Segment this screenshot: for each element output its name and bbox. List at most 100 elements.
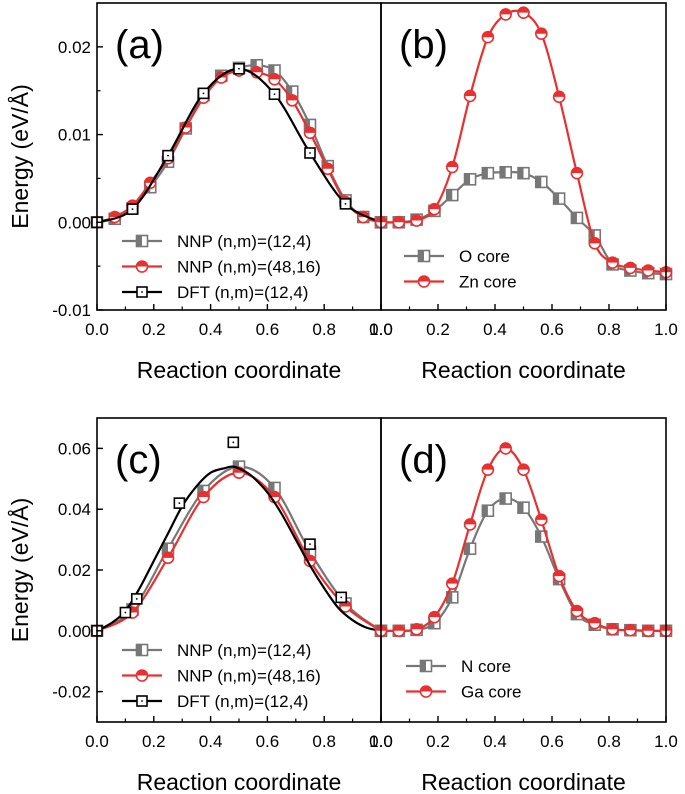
legend-marker-dot: [141, 291, 143, 293]
data-point-dot: [124, 611, 127, 614]
data-point-fill: [571, 167, 583, 174]
data-point-fill: [518, 7, 529, 13]
x-tick-label: 0.4: [199, 732, 223, 751]
series-line: [96, 465, 382, 632]
legend-marker-fill: [136, 670, 148, 676]
series-d-0: [374, 492, 673, 638]
legend-entry: N core: [461, 657, 511, 676]
data-point-fill: [446, 591, 453, 603]
data-point-fill: [411, 215, 423, 221]
data-point-fill: [500, 442, 512, 449]
data-point-fill: [322, 163, 334, 169]
data-point-fill: [428, 611, 440, 618]
legend: O core Zn core: [404, 247, 517, 292]
legend-marker-dot: [141, 700, 143, 702]
data-point-dot: [273, 93, 276, 96]
data-point-dot: [309, 543, 311, 546]
x-tick-label: 0.4: [199, 320, 223, 339]
data-point-dot: [238, 67, 240, 70]
data-point-fill: [393, 625, 405, 631]
data-point-fill: [518, 167, 524, 179]
data-point-fill: [642, 265, 654, 271]
data-point-fill: [482, 31, 494, 38]
legend-marker-fill: [136, 235, 142, 247]
data-point-fill: [393, 216, 405, 223]
data-point-dot: [344, 202, 347, 205]
legend-entry: DFT (n,m)=(12,4): [177, 283, 308, 302]
data-point-fill: [269, 73, 280, 80]
x-tick-label: 0.8: [597, 320, 621, 339]
series-line: [380, 497, 667, 632]
data-point-fill: [518, 502, 524, 514]
x-tick-label: 0.0: [85, 732, 109, 751]
data-point-fill: [553, 193, 560, 205]
series-line: [96, 67, 382, 224]
x-tick-label: 0.0: [85, 320, 109, 339]
series-c-2: [91, 436, 387, 637]
legend-entry: O core: [459, 247, 510, 266]
legend: N core Ga core: [406, 657, 521, 702]
x-tick-label: 1.0: [369, 732, 393, 751]
y-tick-label: 0.02: [58, 38, 91, 57]
data-point-fill: [624, 262, 636, 268]
data-point-fill: [304, 127, 316, 133]
data-point-dot: [167, 154, 169, 157]
data-point-fill: [642, 625, 654, 631]
panel-a: 0.0 0.2 0.4 0.6 0.8 1.0 -0.01 0.00 0.01 0.02 React…: [6, 2, 393, 383]
legend-marker-fill: [420, 686, 432, 692]
data-point-fill: [535, 176, 542, 188]
panel-b: 0.0 0.2 0.4 0.6 0.8 1.0 Reaction coordinate (b)…: [369, 2, 678, 383]
x-tick-label: 0.6: [256, 732, 280, 751]
data-point-fill: [589, 617, 601, 624]
x-tick-label: 1.0: [369, 320, 393, 339]
legend-entry: NNP (n,m)=(12,4): [177, 232, 311, 251]
x-axis-title: Reaction coordinate: [137, 769, 342, 794]
data-point-fill: [464, 90, 476, 96]
data-point-fill: [109, 211, 121, 218]
data-point-dot: [202, 92, 205, 95]
x-axis-title: Reaction coordinate: [137, 357, 342, 383]
data-point-fill: [607, 257, 619, 263]
data-point-fill: [464, 543, 471, 555]
y-axis-title: Energy (eV/Å): [6, 84, 33, 228]
x-tick-label: 0.0: [369, 320, 393, 339]
data-point-fill: [162, 543, 168, 555]
legend: NNP (n,m)=(12,4) NNP (n,m)=(48,16) DFT (n,…: [122, 232, 321, 302]
data-point-fill: [198, 491, 209, 498]
data-point-dot: [131, 208, 134, 211]
x-tick-label: 0.2: [426, 732, 450, 751]
x-axis-title: Reaction coordinate: [421, 357, 626, 383]
panel-d: 0.0 0.2 0.4 0.6 0.8 1.0 Reaction coordinate (d)…: [369, 417, 678, 794]
data-point-fill: [624, 624, 636, 631]
x-tick-label: 0.4: [483, 732, 507, 751]
legend-entry: Zn core: [459, 273, 517, 292]
legend-entry: DFT (n,m)=(12,4): [177, 692, 308, 711]
data-point-fill: [304, 546, 310, 558]
x-tick-label: 0.8: [597, 732, 621, 751]
data-point-fill: [304, 119, 310, 131]
y-tick-label: 0.02: [58, 561, 91, 580]
data-point-fill: [251, 66, 263, 73]
data-point-fill: [535, 28, 547, 34]
y-tick-label: -0.02: [52, 683, 91, 702]
data-point-fill: [286, 94, 298, 101]
y-axis-title: Energy (eV/Å): [6, 498, 33, 642]
data-point-dot: [340, 596, 343, 599]
data-point-fill: [286, 86, 293, 98]
data-point-fill: [428, 617, 435, 629]
x-tick-label: 0.2: [142, 732, 166, 751]
data-point-fill: [535, 531, 542, 543]
x-tick-label: 0.2: [426, 320, 450, 339]
data-point-dot: [178, 502, 181, 505]
y-tick-label: -0.01: [52, 301, 91, 320]
y-tick-label: 0.00: [58, 213, 91, 232]
panel-label: (a): [115, 23, 164, 67]
series-b-1: [374, 6, 673, 279]
data-point-fill: [482, 505, 488, 517]
data-point-fill: [518, 464, 529, 470]
y-tick-label: 0.01: [58, 126, 91, 145]
data-point-fill: [553, 570, 565, 577]
data-point-fill: [500, 493, 506, 505]
x-tick-label: 0.2: [142, 320, 166, 339]
data-point-fill: [446, 578, 458, 584]
